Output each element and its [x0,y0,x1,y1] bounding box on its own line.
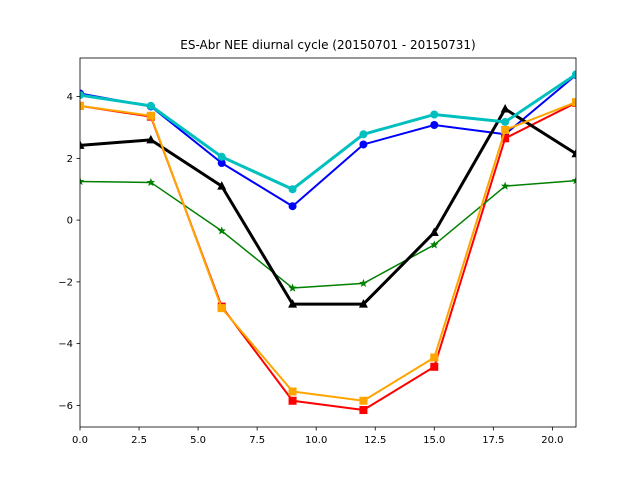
data-point [429,227,439,236]
data-point [430,353,439,362]
axes-layer: 0.0 2.5 5.0 7.5 10.0 12.5 15.0 17.5 20.0 4 2 0 −2 −4 −… [58,57,577,446]
x-tick-label: 2.5 [131,435,147,446]
data-point [358,299,368,308]
series-6 [80,98,576,405]
data-point [288,396,297,405]
data-point [288,283,297,292]
y-tick-label: −6 [58,401,73,412]
series-line [80,101,576,412]
x-tick-label: 17.5 [482,435,504,446]
x-tick-label: 15.0 [423,435,445,446]
series-line [80,179,576,289]
y-tick-label: 4 [67,92,73,103]
data-point [288,299,298,308]
chart-title: ES-Abr NEE diurnal cycle (20150701 - 201… [180,38,476,52]
data-point [430,121,439,130]
data-point [288,202,297,211]
data-point [146,134,156,144]
data-point [572,70,576,79]
data-point [501,117,510,126]
data-point [288,387,297,396]
x-tick-label: 7.5 [249,435,265,446]
series-5 [80,70,576,194]
data-point [80,91,84,100]
x-tick-label: 10.0 [305,435,327,446]
data-point [217,152,226,161]
data-point [359,396,368,405]
x-tick-label: 12.5 [364,435,386,446]
data-point [80,140,85,149]
data-point [217,304,226,313]
x-tick-label: 0.0 [72,435,88,446]
data-point [288,185,297,194]
series-line [80,101,576,402]
x-tick-label: 20.0 [541,435,563,446]
data-point [430,110,439,119]
data-point [500,103,510,113]
y-tick-label: 2 [67,154,73,165]
data-point [430,240,439,249]
y-tick-label: −2 [58,277,73,288]
data-point [501,134,510,143]
data-point [430,362,439,371]
data-point [571,176,576,185]
data-point [359,278,368,288]
data-point [80,177,85,186]
y-tick-label: −4 [58,339,73,350]
data-point [146,111,155,120]
data-point [146,101,155,110]
data-point [146,177,156,187]
data-point [572,98,576,107]
x-tick-label: 5.0 [190,435,206,446]
data-point [500,181,510,190]
plot-frame [79,57,577,428]
data-point [217,181,227,190]
data-point [217,226,226,235]
series-line [80,73,576,191]
data-point [571,148,576,158]
series-2 [80,98,576,415]
data-point [359,130,368,139]
data-point [501,125,510,134]
y-tick-label: 0 [67,216,73,227]
series-layer [80,70,576,415]
data-point [359,406,368,415]
data-point [217,158,226,167]
series-3 [80,176,576,292]
data-point [359,140,368,149]
data-point [80,101,84,110]
